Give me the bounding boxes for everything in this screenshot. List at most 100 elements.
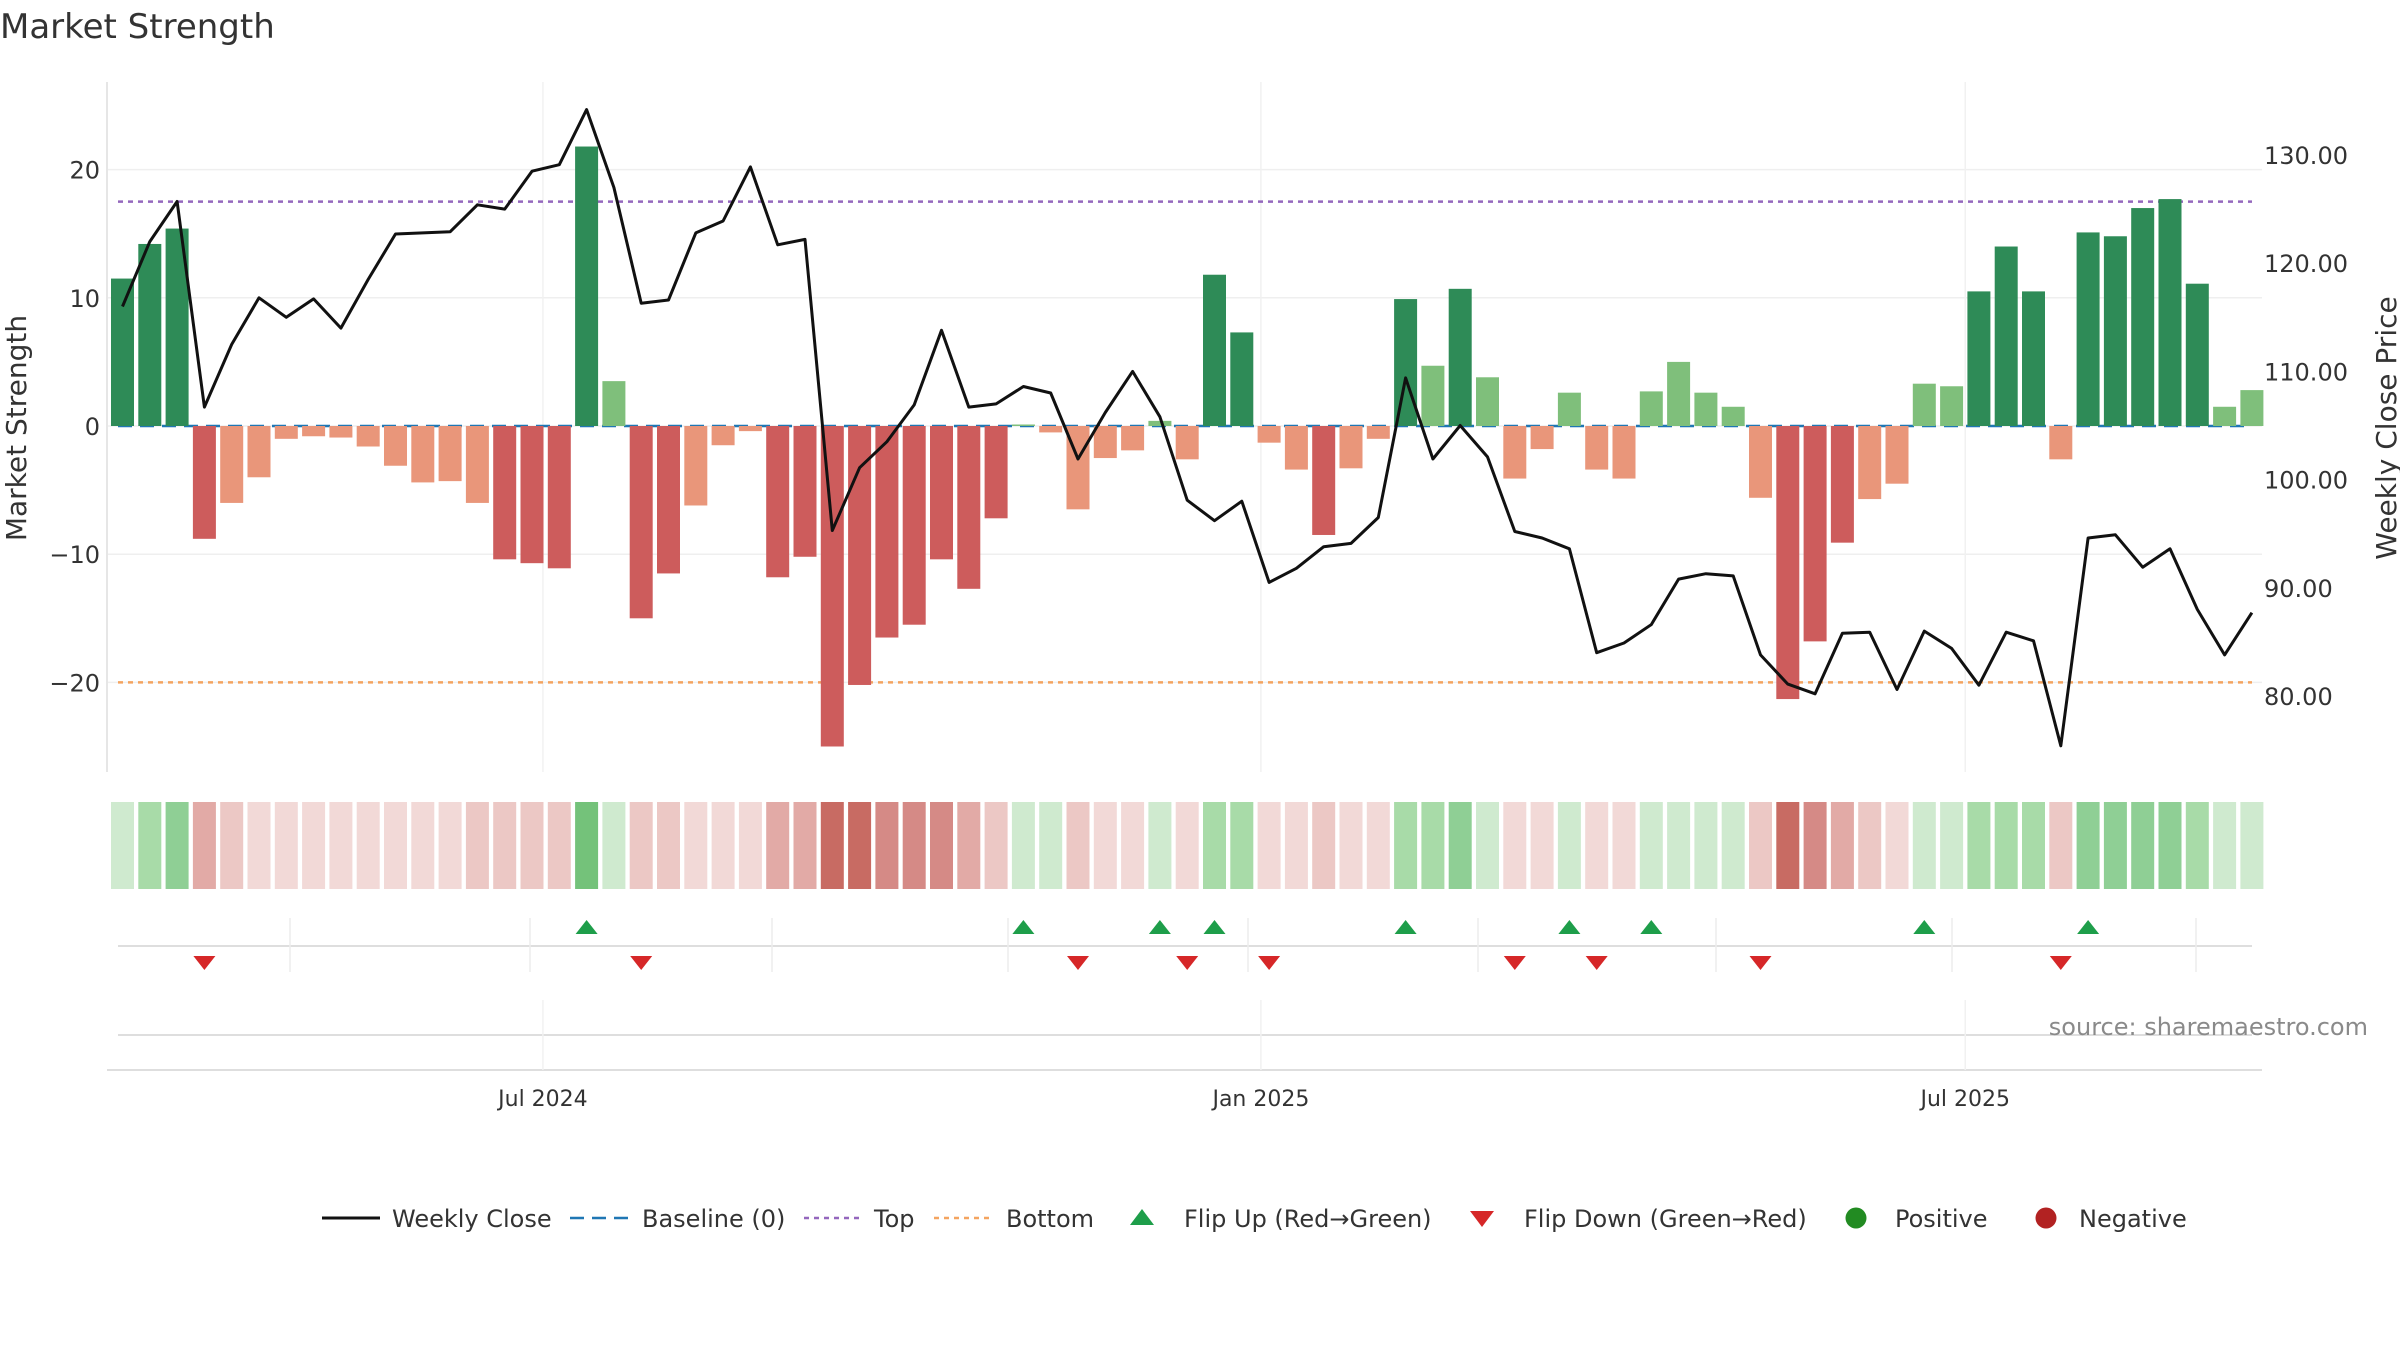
flip-down-marker [1176,956,1199,970]
heat-cell [329,802,353,889]
legend: Weekly Close Baseline (0) Top Bottom Flip Up… [322,1205,2187,1233]
flip-down-marker [193,956,216,970]
y-tick-label: 20 [69,157,100,185]
heat-cell [575,802,599,889]
heat-cell [384,802,407,889]
strength-bar [1011,424,1035,426]
strength-bar [657,426,680,574]
strength-bar [1967,291,1991,426]
strength-bar [465,426,489,503]
heat-cell [930,802,953,889]
heat-cell [1612,802,1636,889]
flip-up-marker [1558,920,1581,934]
heat-cell [1667,802,1691,889]
strength-bar [1612,426,1636,479]
strength-bar [984,426,1008,519]
strength-bar [438,426,462,482]
heat-cell [1339,802,1363,889]
heat-cell [1776,802,1800,889]
heat-cell [356,802,380,889]
flip-up-marker [575,920,598,934]
y-tick-label: −20 [49,669,100,697]
heat-cell [1312,802,1336,889]
heat-cell [657,802,680,889]
strength-bar [1503,426,1527,479]
heat-cell [1749,802,1772,889]
flip-down-marker [630,956,653,970]
flip-down-marker [2049,956,2072,970]
heat-cell [2103,802,2127,889]
strength-bar [1448,288,1472,426]
strength-bar [2022,291,2045,426]
flip-up-marker [1394,920,1417,934]
heat-cell [1994,802,2018,889]
heat-cell [848,802,872,889]
heat-cell [629,802,653,889]
strength-bar [2131,208,2155,426]
strength-bar [1694,392,1718,426]
flip-up-marker [1203,920,1226,934]
y2-tick-label: 120.00 [2264,250,2348,278]
y2-tick-label: 110.00 [2264,358,2348,386]
heat-cell [1011,802,1035,889]
strength-bar [1093,426,1117,459]
heat-cell [192,802,216,889]
heat-cell [220,802,244,889]
strength-bar [1803,426,1827,642]
y-tick-label: −10 [49,541,100,569]
strength-bar [111,278,134,426]
strength-bar [520,426,544,564]
heat-cell [111,802,134,889]
heat-cell [302,802,326,889]
strength-bar [602,381,626,426]
legend-flip-up-swatch [1130,1209,1154,1225]
heat-cell [711,802,735,889]
heat-cell [684,802,708,889]
x-tick-label: Jul 2025 [1918,1087,2010,1112]
heat-cell [984,802,1008,889]
heat-cell [1585,802,1609,889]
x-tick-label: Jan 2025 [1210,1087,1309,1112]
heat-cell [1366,802,1390,889]
flip-down-marker [1067,956,1089,970]
strength-bar [820,426,844,747]
strength-bar [848,426,872,685]
strength-bar [356,426,380,447]
legend-label-negative: Negative [2079,1205,2187,1233]
strength-bar [247,426,271,478]
legend-flip-down-swatch [1470,1211,1494,1227]
strength-bar [1121,426,1145,451]
heat-cell [1066,802,1090,889]
strength-bar [1994,246,2018,426]
heat-cell [2049,802,2073,889]
strength-bar [1585,426,1609,470]
heat-cell [1912,802,1936,889]
heat-cell [1639,802,1663,889]
heat-cell [1530,802,1554,889]
heat-cell [875,802,899,889]
heat-cell [1803,802,1827,889]
heat-cell [1694,802,1718,889]
strength-bar [793,426,817,557]
flip-up-marker [1012,920,1035,934]
strength-bar [411,426,435,483]
heat-cell [274,802,298,889]
strength-bar [138,243,162,426]
strength-bar [1312,426,1336,535]
heat-cell [1721,802,1745,889]
strength-bar [1885,426,1909,484]
legend-negative-swatch [2035,1207,2057,1229]
strength-bar [1148,420,1172,426]
heat-cell [1257,802,1281,889]
heat-cell [2131,802,2155,889]
legend-label-flip-down: Flip Down (Green→Red) [1524,1205,1807,1233]
y2-tick-label: 90.00 [2264,575,2333,603]
heat-cell [547,802,571,889]
heat-cell [1885,802,1909,889]
heat-cell [493,802,517,889]
strength-bar [274,426,298,439]
heat-cell [411,802,435,889]
flip-down-marker [1749,956,1772,970]
chart-title: Market Strength [0,7,275,47]
strength-bar [493,426,517,560]
